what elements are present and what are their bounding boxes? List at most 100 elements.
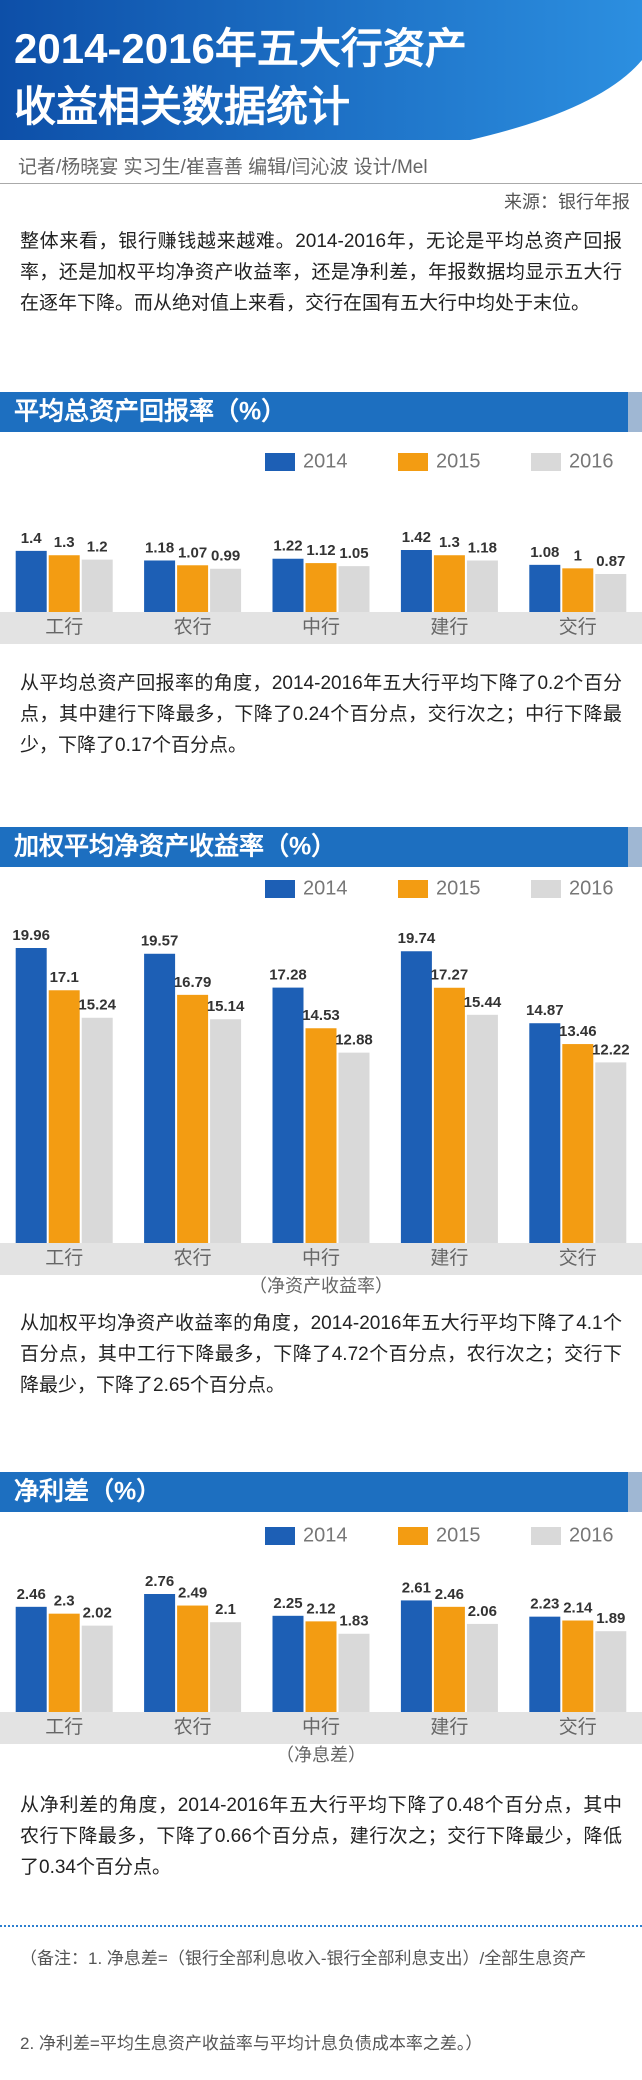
bar [529,564,561,612]
chart-title: 平均总资产回报率（%） [14,397,286,426]
note: 2. 净利差=平均生息资产收益率与平均计息负债成本率之差。） [20,2034,483,2053]
data-label: 2.49 [178,1585,207,1602]
bar [562,1620,594,1712]
bar [177,565,209,612]
bar [595,1062,627,1243]
legend-label: 2016 [569,450,614,472]
legend-swatch [398,1527,428,1545]
x-tick-label: 中行 [302,1716,340,1738]
title-bar [0,392,642,432]
legend-label: 2015 [436,1524,481,1546]
bar [338,566,370,612]
header-background [0,0,642,140]
data-label: 1.07 [178,544,207,561]
data-label: 2.12 [306,1600,335,1617]
data-label: 13.46 [559,1023,597,1040]
data-label: 19.96 [12,927,50,944]
paragraph: 从加权平均净资产收益率的角度，2014-2016年五大行平均下降了4.1个百分点… [20,1313,622,1396]
paragraph: 从净利差的角度，2014-2016年五大行平均下降了0.48个百分点，其中农行下… [20,1795,622,1878]
x-tick-label: 建行 [430,1247,468,1269]
bar [210,1019,242,1243]
bar [595,1631,627,1712]
data-label: 1.2 [87,539,108,556]
legend-swatch [398,880,428,898]
divider [0,1925,642,1927]
x-tick-label: 农行 [174,616,212,638]
title-bar-edge [628,827,642,867]
data-label: 12.22 [592,1041,630,1058]
bar [595,574,627,612]
x-tick-label: 工行 [45,1247,83,1269]
bar [466,1014,498,1243]
bar [400,550,432,612]
legend-label: 2016 [569,1524,614,1546]
data-label: 2.06 [468,1603,497,1620]
bar [177,1605,209,1712]
bar [48,555,80,612]
x-axis-label: （净资产收益率） [249,1276,393,1295]
bar [466,560,498,612]
category-band [0,1712,642,1744]
data-label: 1.18 [468,539,497,556]
data-label: 2.46 [17,1586,46,1603]
bar [177,994,209,1243]
data-label: 17.1 [50,969,79,986]
data-label: 15.44 [464,994,502,1011]
data-label: 2.25 [273,1595,302,1612]
legend-label: 2016 [569,877,614,899]
bar [15,550,47,612]
title-bar-edge [628,392,642,432]
bar [529,1616,561,1712]
data-label: 17.27 [431,967,469,984]
legend-swatch [398,453,428,471]
bar [272,558,304,612]
bar [433,1606,465,1712]
legend-label: 2015 [436,877,481,899]
x-tick-label: 中行 [302,1247,340,1269]
data-label: 19.57 [141,933,179,950]
data-label: 14.87 [526,1002,564,1019]
data-label: 2.23 [530,1596,559,1613]
legend-swatch [531,1527,561,1545]
note: （备注：1. 净息差=（银行全部利息收入-银行全部利息支出）/全部生息资产 [20,1949,587,1968]
title-bar [0,827,642,867]
legend-label: 2014 [303,877,348,899]
bar [81,559,113,612]
divider [0,183,642,184]
bar [305,563,337,612]
data-label: 1.05 [339,545,368,562]
category-band [0,612,642,644]
bar [48,1613,80,1712]
data-label: 1.3 [54,534,75,551]
data-label: 1.08 [530,544,559,561]
title-bar [0,1472,642,1512]
bar [562,1044,594,1243]
data-label: 0.99 [211,548,240,565]
bar [433,555,465,612]
data-label: 15.24 [78,997,116,1014]
legend-swatch [265,880,295,898]
x-tick-label: 工行 [45,1716,83,1738]
paragraph: 从平均总资产回报率的角度，2014-2016年五大行平均下降了0.2个百分点，其… [20,673,622,756]
bar [48,990,80,1243]
bar [338,1633,370,1712]
x-tick-label: 交行 [559,616,597,638]
bar [305,1028,337,1243]
data-label: 1.22 [273,538,302,555]
chart: 加权平均净资产收益率（%） 2014 2015 2016 （净资产收益率） 工行 19.96… [0,827,642,1295]
chart: 平均总资产回报率（%） 2014 2015 2016 工行 1.4 1.3 1.2 农行 1.18… [0,392,642,644]
data-label: 12.88 [335,1032,373,1049]
bar [433,987,465,1243]
data-label: 1.4 [21,530,43,547]
intro: 整体来看，银行赚钱越来越难。2014-2016年，无论是平均总资产回报率，还是加… [20,231,622,314]
data-label: 1.89 [596,1610,625,1627]
data-label: 2.76 [145,1573,174,1590]
bar [15,948,47,1243]
data-label: 16.79 [174,974,212,991]
chart: 净利差（%） 2014 2015 2016 （净息差） 工行 2.46 2.3 2.02 农行 2.… [0,1472,642,1765]
data-label: 14.53 [302,1007,340,1024]
data-label: 2.3 [54,1593,75,1610]
data-label: 1.3 [439,534,460,551]
title-line: 2014-2016年五大行资产 [14,25,467,72]
